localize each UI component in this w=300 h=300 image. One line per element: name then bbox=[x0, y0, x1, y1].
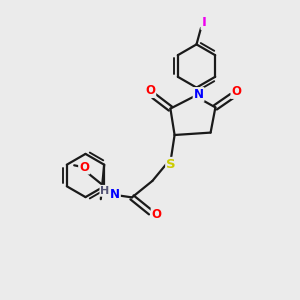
Text: O: O bbox=[231, 85, 242, 98]
Text: O: O bbox=[79, 160, 89, 174]
Text: N: N bbox=[194, 88, 204, 101]
Text: O: O bbox=[145, 84, 155, 97]
Text: H: H bbox=[100, 186, 109, 196]
Text: N: N bbox=[110, 188, 120, 201]
Text: I: I bbox=[202, 16, 206, 29]
Text: O: O bbox=[152, 208, 162, 221]
Text: S: S bbox=[166, 158, 176, 171]
